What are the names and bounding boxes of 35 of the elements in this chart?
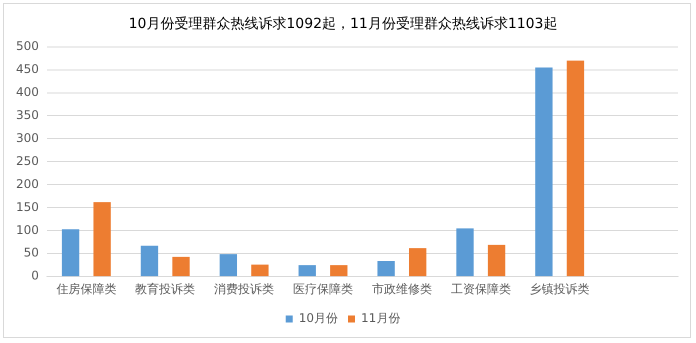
x-tick-label: 工资保障类 [450, 282, 511, 296]
bar [172, 256, 190, 276]
legend-label: 10月份 [298, 311, 338, 326]
y-tick-label: 200 [16, 176, 39, 191]
bar [566, 60, 584, 276]
y-tick-label: 0 [31, 268, 39, 283]
y-tick-label: 100 [16, 222, 39, 237]
x-tick-label: 医疗保障类 [293, 282, 354, 296]
bar [456, 228, 474, 276]
y-tick-label: 50 [24, 246, 39, 260]
bar [535, 67, 553, 276]
bar [408, 248, 426, 276]
y-tick-label: 350 [16, 108, 39, 122]
y-tick-label: 250 [16, 154, 39, 168]
bar [251, 264, 269, 276]
x-tick-label: 住房保障类 [55, 282, 116, 296]
legend-label: 11月份 [361, 311, 400, 326]
bar [62, 229, 80, 276]
y-tick-label: 400 [16, 84, 39, 99]
bar [298, 265, 316, 276]
bar [330, 265, 348, 276]
y-tick-label: 300 [16, 130, 39, 145]
y-tick-label: 150 [16, 200, 39, 214]
x-tick-label: 市政维修类 [372, 282, 432, 296]
bar [488, 244, 506, 276]
bar [220, 254, 238, 276]
y-tick-label: 450 [16, 62, 39, 76]
bar [140, 246, 158, 276]
bar [93, 202, 111, 276]
x-tick-label: 教育投诉类 [135, 282, 196, 296]
x-tick-label: 消费投诉类 [214, 282, 274, 296]
x-tick-label: 乡镇投诉类 [530, 282, 590, 296]
bar [377, 260, 395, 276]
y-tick-label: 500 [16, 38, 39, 53]
chart-title: 10月份受理群众热线诉求1092起，11月份受理群众热线诉求1103起 [128, 16, 558, 32]
